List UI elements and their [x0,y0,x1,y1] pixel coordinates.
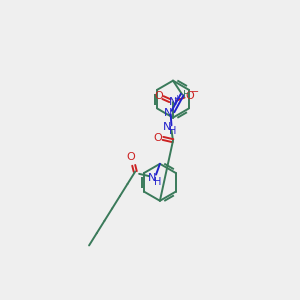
Text: O: O [153,133,162,142]
Text: N: N [169,97,177,107]
Text: O: O [154,91,163,101]
Text: H: H [183,89,190,100]
Text: N: N [148,173,156,183]
Text: O: O [186,91,194,101]
Text: O: O [126,152,135,162]
Text: −: − [191,87,200,97]
Text: N: N [164,108,172,118]
Text: +: + [173,94,180,103]
Text: N: N [163,122,171,132]
Text: H: H [169,127,176,136]
Text: H: H [154,176,161,187]
